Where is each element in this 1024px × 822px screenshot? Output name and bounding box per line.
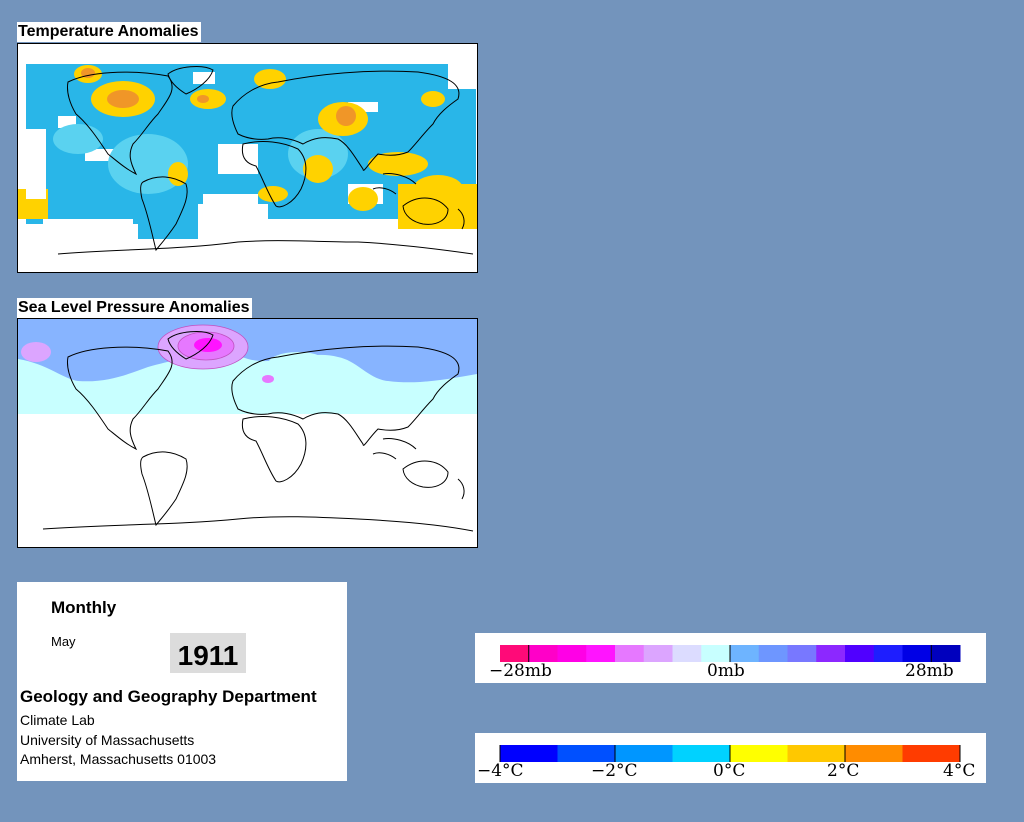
pressure-legend-swatch [528, 645, 558, 662]
temperature-legend-swatch [902, 745, 961, 762]
temperature-legend-swatch [845, 745, 903, 762]
temperature-anomaly-field [18, 64, 477, 272]
pressure-legend-swatch [500, 645, 530, 662]
pressure-legend-swatch [615, 645, 645, 662]
pressure-map-title: Sea Level Pressure Anomalies [17, 298, 252, 318]
temperature-legend-swatch [615, 745, 673, 762]
pressure-legend-swatch [902, 645, 932, 662]
temperature-label-plus4: 4°C [943, 761, 976, 781]
temperature-label-zero: 0°C [713, 761, 746, 781]
temperature-legend-swatch [672, 745, 731, 762]
university-name: University of Massachusetts [20, 732, 195, 748]
pressure-legend-swatch [931, 645, 961, 662]
temperature-label-minus4: −4°C [477, 761, 524, 781]
month-label: May [51, 634, 76, 649]
pressure-legend-swatch [701, 645, 731, 662]
coastline-outlines [42, 331, 474, 532]
address: Amherst, Massachusetts 01003 [20, 751, 217, 767]
info-panel: Monthly May 1911 Geology and Geography D… [17, 582, 347, 781]
pressure-legend-swatch [787, 645, 817, 662]
temperature-color-bar [499, 745, 961, 762]
pressure-legend-swatch [557, 645, 587, 662]
period-label: Monthly [51, 598, 117, 617]
year-display: 1911 [170, 633, 246, 673]
temperature-legend-swatch [557, 745, 616, 762]
temperature-legend-swatch [730, 745, 788, 762]
lab-name: Climate Lab [20, 712, 95, 728]
temperature-map-title: Temperature Anomalies [17, 22, 201, 42]
pressure-legend-swatch [643, 645, 673, 662]
temperature-legend-swatch [500, 745, 558, 762]
pressure-legend-swatch [586, 645, 616, 662]
pressure-label-max: 28mb [905, 661, 954, 681]
temperature-legend: −4°C −2°C 0°C 2°C 4°C [475, 733, 986, 783]
pressure-color-bar [500, 645, 961, 662]
pressure-label-zero: 0mb [707, 661, 745, 681]
pressure-legend-swatch [730, 645, 760, 662]
temperature-anomaly-map [17, 43, 478, 273]
temperature-label-minus2: −2°C [591, 761, 638, 781]
pressure-anomaly-map [17, 318, 478, 548]
temperature-legend-swatch [787, 745, 846, 762]
pressure-label-min: −28mb [489, 661, 552, 681]
pressure-legend-swatch [873, 645, 903, 662]
department-name: Geology and Geography Department [20, 687, 317, 706]
pressure-legend-swatch [672, 645, 702, 662]
pressure-legend: −28mb 0mb 28mb [475, 633, 986, 683]
pressure-legend-swatch [758, 645, 788, 662]
pressure-legend-swatch [845, 645, 875, 662]
coastline-outlines [57, 66, 474, 255]
pressure-legend-swatch [816, 645, 846, 662]
temperature-label-plus2: 2°C [827, 761, 860, 781]
